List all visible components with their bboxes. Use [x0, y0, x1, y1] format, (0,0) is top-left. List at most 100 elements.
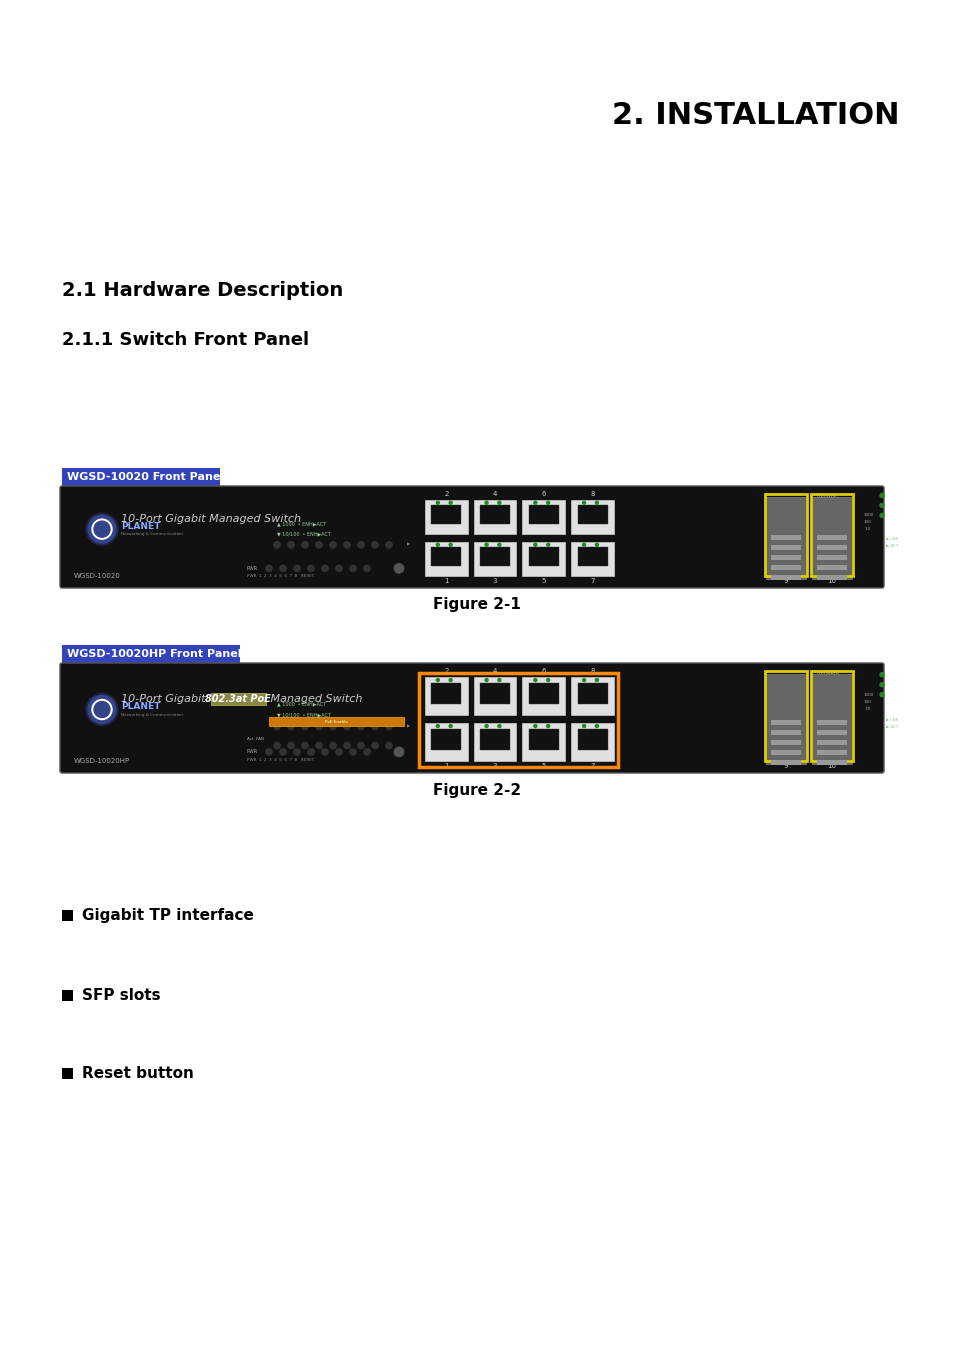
FancyBboxPatch shape: [474, 500, 516, 535]
Text: 10: 10: [826, 763, 836, 769]
FancyBboxPatch shape: [474, 541, 516, 576]
Bar: [770, 535, 801, 540]
Circle shape: [335, 748, 342, 756]
Text: 8: 8: [590, 668, 595, 674]
Text: Figure 2-1: Figure 2-1: [433, 598, 520, 613]
Circle shape: [343, 743, 350, 749]
FancyBboxPatch shape: [528, 683, 558, 703]
Circle shape: [287, 743, 294, 749]
Bar: [770, 545, 801, 549]
Circle shape: [534, 679, 537, 682]
Text: 802.3at PoE: 802.3at PoE: [205, 694, 271, 703]
FancyBboxPatch shape: [765, 674, 805, 764]
Text: PWR  1  2  3  4  5  6  7  8   RESET: PWR 1 2 3 4 5 6 7 8 RESET: [247, 574, 314, 578]
Text: 10-Port Gigabit Managed Switch: 10-Port Gigabit Managed Switch: [121, 514, 301, 524]
Text: Gigabit TP interface: Gigabit TP interface: [82, 909, 253, 923]
Circle shape: [534, 501, 537, 504]
FancyBboxPatch shape: [474, 724, 516, 761]
Circle shape: [329, 743, 336, 749]
Circle shape: [349, 564, 356, 572]
Circle shape: [385, 541, 392, 548]
Circle shape: [287, 724, 294, 730]
Text: 10: 10: [826, 578, 836, 585]
Circle shape: [363, 564, 370, 572]
Text: 2: 2: [444, 491, 448, 497]
Circle shape: [307, 748, 314, 756]
Circle shape: [484, 679, 488, 682]
Bar: [816, 730, 846, 734]
Circle shape: [497, 725, 500, 728]
Bar: [770, 760, 801, 765]
Bar: [770, 566, 801, 570]
Text: PWR  1  2  3  4  5  6  7  8   RESET: PWR 1 2 3 4 5 6 7 8 RESET: [247, 759, 314, 763]
Circle shape: [879, 513, 883, 517]
Text: PLANET: PLANET: [121, 702, 160, 711]
Text: PoE Enable: PoE Enable: [324, 720, 347, 724]
Circle shape: [595, 725, 598, 728]
Circle shape: [279, 564, 286, 572]
Circle shape: [582, 679, 585, 682]
FancyBboxPatch shape: [60, 663, 883, 774]
FancyBboxPatch shape: [474, 676, 516, 716]
FancyBboxPatch shape: [765, 497, 805, 579]
Text: 9: 9: [783, 578, 787, 585]
FancyBboxPatch shape: [60, 486, 883, 589]
Circle shape: [371, 743, 378, 749]
Circle shape: [436, 725, 439, 728]
Circle shape: [546, 501, 549, 504]
Text: Managed Switch: Managed Switch: [267, 694, 362, 703]
Circle shape: [265, 748, 273, 756]
Text: 10-Port Gigabit: 10-Port Gigabit: [121, 694, 209, 703]
FancyBboxPatch shape: [522, 724, 565, 761]
Circle shape: [582, 725, 585, 728]
FancyBboxPatch shape: [522, 676, 565, 716]
Circle shape: [301, 724, 308, 730]
FancyBboxPatch shape: [571, 724, 614, 761]
FancyBboxPatch shape: [431, 729, 461, 749]
Circle shape: [879, 672, 883, 676]
Text: WGSD-10020: WGSD-10020: [74, 572, 121, 579]
Text: ▼ 10/100  • ENH▶ACT: ▼ 10/100 • ENH▶ACT: [276, 713, 331, 717]
FancyBboxPatch shape: [522, 500, 565, 535]
Text: 4: 4: [493, 491, 497, 497]
Text: 6: 6: [541, 668, 545, 674]
FancyBboxPatch shape: [269, 717, 403, 726]
Circle shape: [534, 543, 537, 547]
Text: SFP slots: SFP slots: [82, 988, 160, 1003]
FancyBboxPatch shape: [578, 547, 607, 566]
FancyBboxPatch shape: [578, 729, 607, 749]
Text: WGSD-10020HP: WGSD-10020HP: [74, 757, 130, 764]
Text: ▼ 10/100  • ENH▶ACT: ▼ 10/100 • ENH▶ACT: [276, 532, 331, 536]
Text: Reset button: Reset button: [82, 1066, 193, 1081]
FancyBboxPatch shape: [424, 500, 467, 535]
Circle shape: [279, 748, 286, 756]
Bar: [816, 555, 846, 560]
Text: 2: 2: [444, 668, 448, 674]
Circle shape: [349, 748, 356, 756]
Circle shape: [879, 683, 883, 687]
Text: 5: 5: [541, 578, 545, 585]
Bar: [770, 751, 801, 755]
Circle shape: [321, 748, 328, 756]
Circle shape: [274, 541, 280, 548]
FancyBboxPatch shape: [571, 541, 614, 576]
FancyBboxPatch shape: [479, 505, 510, 524]
Circle shape: [321, 564, 328, 572]
FancyBboxPatch shape: [528, 505, 558, 524]
FancyBboxPatch shape: [431, 683, 461, 703]
Text: 7: 7: [590, 578, 595, 585]
Bar: [816, 566, 846, 570]
Text: 1000
100
 10: 1000 100 10: [863, 513, 874, 532]
Text: 9: 9: [783, 763, 787, 769]
Circle shape: [86, 694, 118, 725]
Text: 6: 6: [541, 491, 545, 497]
Circle shape: [879, 494, 883, 497]
Circle shape: [436, 501, 439, 504]
Bar: [770, 555, 801, 560]
Circle shape: [582, 543, 585, 547]
Circle shape: [315, 724, 322, 730]
Bar: [770, 720, 801, 725]
Circle shape: [394, 563, 403, 574]
Circle shape: [343, 541, 350, 548]
Circle shape: [357, 743, 364, 749]
